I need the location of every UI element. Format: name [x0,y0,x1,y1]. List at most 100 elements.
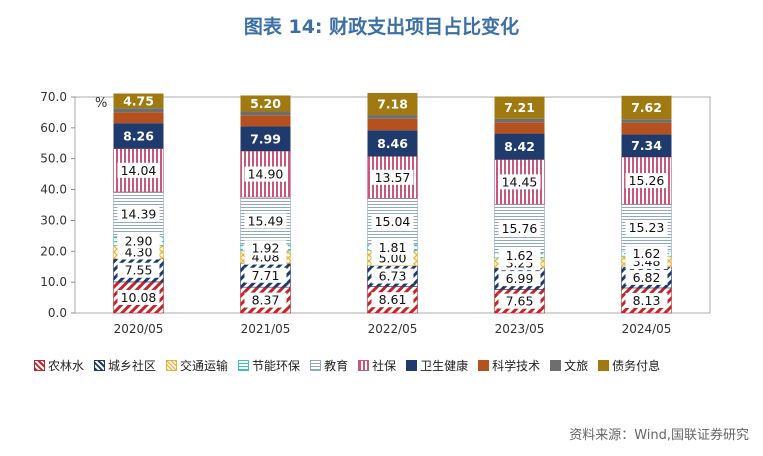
data-label-bg [117,162,160,178]
data-label: 10.08 [121,290,157,305]
data-label-bg [371,292,414,308]
legend-label: 节能环保 [252,359,301,373]
data-label: 7.99 [250,131,281,146]
chart-legend: 农林水 城乡社区 交通运输 节能环保 教育 社保 卫生健康 科学技术 文旅 债务付息 [34,357,660,374]
data-label: 1.92 [252,240,280,255]
bar-segment-卫生健康 [113,123,164,149]
legend-item-卫生健康: 卫生健康 [406,357,468,374]
bar-segment-科学技术 [367,118,418,131]
bar-segment-文旅 [113,108,164,113]
bar-segment-文旅 [367,115,418,119]
data-label-bg [244,166,287,182]
x-tick-label: 2023/05 [495,322,545,336]
legend-label: 社保 [372,359,397,373]
bar-segment-债务付息 [240,95,291,112]
bar-segment-科学技术 [240,115,291,127]
data-label: 8.26 [123,128,154,143]
y-tick-label: 70.0 [40,90,67,104]
x-tick-label: 2022/05 [368,322,418,336]
x-tick-label: 2021/05 [241,322,291,336]
data-label-bg [625,269,668,285]
data-label: 7.65 [506,294,534,309]
data-label: 8.13 [633,293,661,308]
legend-swatch [94,360,106,371]
data-label-bg [244,292,287,308]
legend-item-节能环保: 节能环保 [238,357,300,374]
data-label: 8.42 [504,139,535,154]
data-label-bg [625,292,668,308]
legend-swatch [310,360,322,371]
data-label-bg [625,173,668,189]
data-label: 4.75 [123,93,154,108]
data-label-bg [371,268,414,284]
bar-segment-科学技术 [621,122,672,135]
data-label: 5.20 [250,96,281,111]
data-label: 6.99 [506,271,534,286]
x-tick-label: 2024/05 [622,322,672,336]
data-label: 13.57 [375,170,411,185]
data-label: 15.76 [502,221,538,236]
x-tick-label: 2020/05 [114,322,164,336]
data-label: 14.45 [502,174,538,189]
bar-segment-卫生健康 [621,134,672,158]
bar-segment-文旅 [240,111,291,116]
data-label: 8.37 [252,293,280,308]
bar-segment-卫生健康 [240,126,291,152]
legend-label: 教育 [324,359,349,373]
y-tick-label: 30.0 [40,213,67,227]
legend-label: 科学技术 [492,359,541,373]
data-label-bg [498,220,541,236]
data-label: 15.23 [629,220,665,235]
data-label-bg [498,247,541,263]
data-label: 14.04 [121,163,157,178]
legend-item-科学技术: 科学技术 [478,357,540,374]
legend-swatch [550,360,562,371]
legend-swatch [358,360,370,371]
legend-swatch [166,360,178,371]
bar-segment-债务付息 [113,93,164,109]
bar-segment-债务付息 [367,92,418,116]
bar-segment-文旅 [494,118,545,123]
data-label: 8.61 [379,292,407,307]
legend-swatch [406,360,418,371]
bar-segment-卫生健康 [494,133,545,160]
legend-item-城乡社区: 城乡社区 [94,357,156,374]
y-tick-label: 20.0 [40,244,67,258]
legend-label: 农林水 [48,359,85,373]
legend-label: 城乡社区 [108,359,157,373]
bar-segment-债务付息 [494,96,545,119]
data-label: 6.82 [633,270,661,285]
legend-swatch [478,360,490,371]
data-label: 1.62 [633,246,661,261]
legend-label: 交通运输 [180,359,229,373]
data-label: 7.71 [252,268,280,283]
legend-item-债务付息: 债务付息 [598,357,660,374]
data-label-bg [244,267,287,283]
bar-segment-科学技术 [113,112,164,124]
data-label: 6.73 [379,269,407,284]
data-label: 15.26 [629,173,665,188]
legend-item-社保: 社保 [358,357,396,374]
data-label-bg [498,271,541,287]
legend-label: 卫生健康 [420,359,469,373]
data-label: 8.46 [377,136,408,151]
data-label-bg [117,289,160,305]
legend-item-文旅: 文旅 [550,357,588,374]
data-label: 7.55 [125,263,153,278]
data-label-bg [371,213,414,229]
data-label-bg [498,174,541,190]
data-label: 7.21 [504,100,535,115]
data-label: 14.90 [248,167,284,182]
data-label-bg [117,262,160,278]
data-label: 15.49 [248,213,284,228]
y-tick-label: 40.0 [40,183,67,197]
source-note: 资料来源：Wind,国联证券研究 [569,428,749,443]
data-label-bg [117,233,160,249]
y-tick-label: 10.0 [40,275,67,289]
data-label-bg [371,239,414,255]
y-tick-label: 50.0 [40,152,67,166]
legend-item-交通运输: 交通运输 [166,357,228,374]
data-label: 1.62 [506,248,534,263]
data-label: 7.34 [631,138,662,153]
